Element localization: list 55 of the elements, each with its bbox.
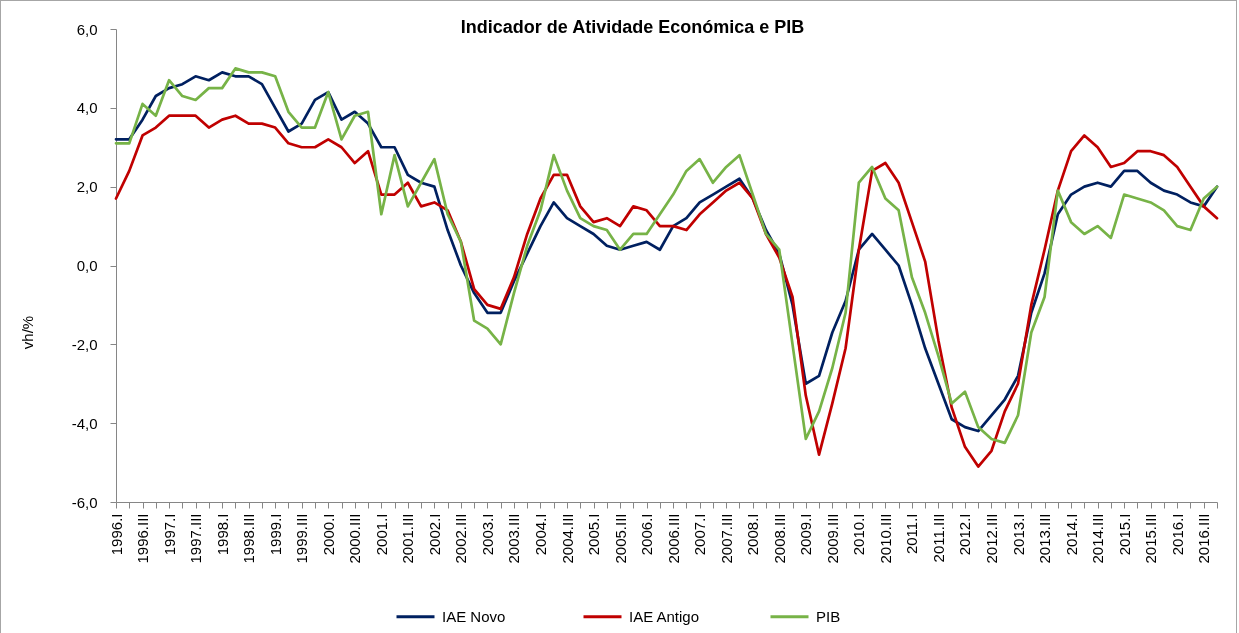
line-series	[114, 114, 1219, 468]
x-tick-label: 1996.III	[134, 513, 152, 564]
x-tick-label: 1997.I	[160, 513, 178, 556]
x-tick-label: 2006.III	[664, 513, 682, 564]
x-tick-label: 2001.I	[372, 513, 390, 556]
x-tick-label: 2007.III	[717, 513, 735, 564]
x-tick-label: 2016.III	[1195, 513, 1213, 564]
x-tick-label: 2012.III	[982, 513, 1000, 564]
y-axis-title: vh/%	[18, 315, 36, 350]
y-tick-label: 2,0	[76, 178, 98, 196]
x-tick-label: 2000.I	[319, 513, 337, 556]
x-tick-label: 2005.III	[611, 513, 629, 564]
x-tick-label: 2006.I	[638, 513, 656, 556]
x-tick-label: 2011.I	[903, 513, 921, 555]
x-tick-label: 2015.III	[1142, 513, 1160, 564]
y-tick-label: 4,0	[76, 99, 98, 117]
x-tick-label: 2013.III	[1036, 513, 1054, 564]
x-tick-label: 2014.I	[1062, 513, 1080, 556]
x-tick-label: 2010.I	[850, 513, 868, 556]
x-tick-label: 2008.III	[770, 513, 788, 564]
y-tick-label: -6,0	[71, 493, 98, 511]
x-tick-label: 2012.I	[956, 513, 974, 556]
x-tick-label: 2004.III	[558, 513, 576, 564]
y-tick-label: -4,0	[71, 414, 98, 432]
x-tick-label: 2007.I	[691, 513, 709, 556]
x-tick-label: 1999.III	[293, 513, 311, 564]
x-tick-label: 2005.I	[585, 513, 603, 556]
chart-title: Indicador de Atividade Económica e PIB	[460, 17, 805, 37]
x-tick-label: 1999.I	[266, 513, 284, 556]
x-tick-label: 2010.III	[876, 513, 894, 564]
x-tick-label: 1997.III	[187, 513, 205, 564]
x-tick-label: 2004.I	[531, 513, 549, 556]
x-tick-label: 2015.I	[1115, 513, 1133, 556]
y-tick-label: -2,0	[71, 335, 98, 353]
x-tick-label: 2009.III	[823, 513, 841, 564]
legend-label: IAE Novo	[442, 607, 506, 625]
x-tick-label: 2009.I	[797, 513, 815, 556]
x-tick-label: 1996.I	[107, 513, 125, 556]
x-tick-label: 2003.I	[478, 513, 496, 556]
legend-label: IAE Antigo	[629, 607, 700, 625]
x-tick-label: 2002.I	[425, 513, 443, 556]
x-tick-label: 2016.I	[1168, 513, 1186, 556]
y-tick-label: 6,0	[76, 20, 98, 38]
x-tick-label: 1998.III	[240, 513, 258, 564]
x-tick-label: 2000.III	[346, 513, 364, 564]
x-tick-label: 2011.III	[929, 513, 947, 563]
legend-label: PIB	[816, 607, 841, 625]
x-tick-label: 2001.III	[399, 513, 417, 564]
x-tick-label: 2002.III	[452, 513, 470, 564]
x-tick-label: 2013.I	[1009, 513, 1027, 556]
x-tick-label: 1998.I	[213, 513, 231, 556]
x-tick-label: 2014.III	[1089, 513, 1107, 564]
y-tick-label: 0,0	[76, 257, 98, 274]
x-tick-label: 2003.III	[505, 513, 523, 564]
x-tick-label: 2008.I	[744, 513, 762, 556]
